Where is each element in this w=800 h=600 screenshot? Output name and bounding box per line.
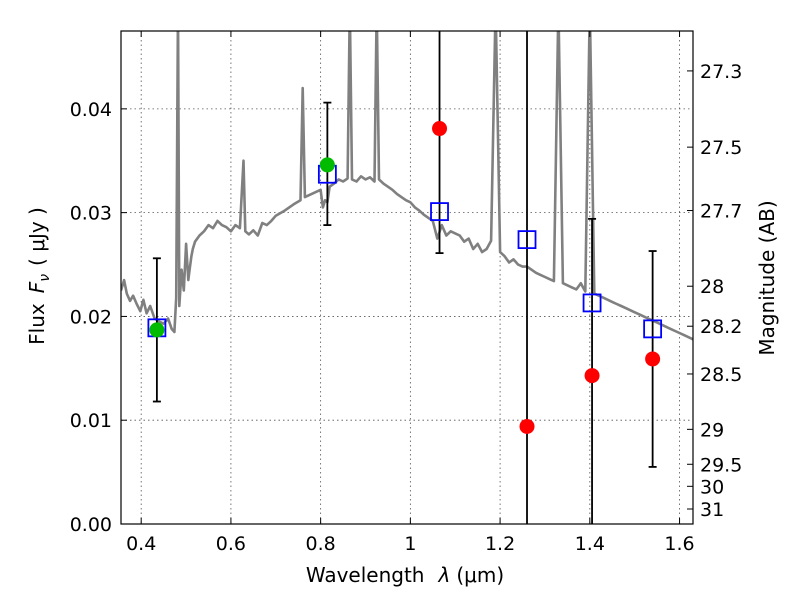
model-square-marker: [430, 202, 449, 221]
magnitude-tick-label: 27.5: [700, 137, 742, 159]
magnitude-axis-label: Magnitude (AB): [755, 200, 779, 355]
x-tick-label: 1.4: [575, 533, 605, 555]
x-tick-label: 0.4: [126, 533, 156, 555]
magnitude-tick-label: 29: [700, 419, 724, 441]
y-tick-label: 0.04: [70, 99, 112, 121]
model-square-marker: [517, 230, 537, 250]
magnitude-tick-label: 30: [700, 476, 724, 498]
model-spectrum-line: [121, 31, 693, 341]
y-axis: 0.00 0.01 0.02 0.03 0.04: [70, 99, 127, 536]
magnitude-tick-label: 29.5: [700, 454, 742, 476]
upper-limit-point: [584, 368, 600, 384]
x-axis-unit: (μm): [456, 563, 504, 587]
x-axis-label-text: Wavelength: [306, 563, 425, 587]
x-tick-label: 0.6: [216, 533, 246, 555]
y-axis-unit: ( μJy ): [25, 207, 49, 266]
magnitude-tick-label: 27.7: [700, 201, 742, 223]
magnitude-tick-label: 28.2: [700, 316, 742, 338]
magnitude-tick-label: 28.5: [700, 364, 742, 386]
plot-area: [121, 31, 693, 524]
x-tick-label: 0.8: [306, 533, 336, 555]
y-tick-label: 0.03: [70, 203, 112, 225]
grid: [121, 31, 693, 525]
x-axis-symbol: λ: [438, 563, 451, 587]
x-axis-label: Wavelength λ (μm): [306, 563, 504, 587]
magnitude-tick-label: 27.3: [700, 61, 742, 83]
magnitude-tick-label: 28: [700, 276, 724, 298]
upper-limit-point: [519, 418, 535, 434]
upper-limit-point: [645, 351, 661, 367]
y-tick-label: 0.02: [70, 306, 112, 328]
detection-point: [149, 322, 165, 338]
y-axis-symbol: F: [25, 281, 49, 293]
model-square-marker: [582, 293, 602, 313]
x-tick-label: 1.6: [664, 533, 694, 555]
model-square-marker: [643, 319, 663, 339]
y-axis-label: Flux Fν ( μJy ): [25, 207, 53, 345]
magnitude-tick-label: 31: [700, 499, 724, 521]
upper-limit-point: [432, 121, 448, 137]
y-axis-label-text: Flux: [25, 303, 49, 345]
x-tick-label: 1.2: [485, 533, 515, 555]
x-axis: 0.4 0.6 0.8 1 1.2 1.4 1.6: [126, 31, 695, 555]
x-tick-label: 1: [404, 533, 416, 555]
y-axis-subscript: ν: [37, 274, 53, 282]
y-tick-label: 0.01: [70, 410, 112, 432]
y-tick-label: 0.00: [70, 514, 112, 536]
detection-point: [319, 157, 335, 173]
plot-frame: [120, 30, 694, 525]
